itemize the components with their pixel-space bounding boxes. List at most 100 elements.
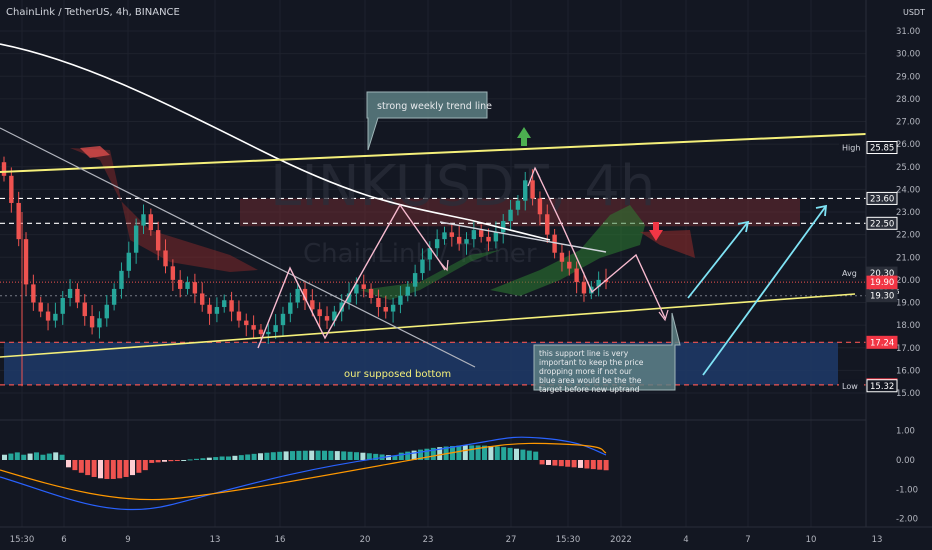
histogram-bar: [347, 451, 353, 460]
path-projection-2: [534, 167, 666, 319]
histogram-bar: [578, 460, 583, 468]
candle: [170, 259, 176, 291]
cloud-red-1: [70, 148, 258, 272]
candle: [266, 323, 271, 344]
time-tick: 15:30: [556, 535, 581, 545]
histogram-bar: [494, 446, 500, 460]
candle: [185, 276, 190, 295]
candle: [471, 220, 477, 248]
time-tick: 9: [125, 535, 130, 545]
histogram-bar: [392, 455, 398, 460]
candle: [552, 228, 557, 259]
currency-button[interactable]: USDT: [897, 2, 925, 18]
time-tick: 16: [275, 535, 286, 545]
candle: [155, 221, 161, 261]
candle: [295, 283, 300, 309]
price-tick: 22.00: [896, 231, 920, 241]
histogram-bar: [334, 451, 340, 460]
support-note-line: target before new uptrand: [539, 385, 640, 394]
price-tick: 15.00: [896, 389, 920, 399]
histogram-bar: [14, 452, 20, 460]
histogram-bar: [309, 450, 315, 460]
time-tick: 15:30: [10, 535, 35, 545]
candle: [361, 274, 366, 298]
histogram-bar: [91, 460, 97, 477]
oscillator-pane: [0, 436, 609, 511]
trendline-callout-text: strong weekly trend line: [377, 101, 492, 112]
indicator-tick: 0.00: [896, 456, 915, 466]
histogram-bar: [258, 453, 263, 460]
bottom-zone: [4, 342, 838, 385]
histogram-bar: [53, 452, 59, 460]
histogram-bar: [558, 460, 564, 467]
candle: [545, 204, 550, 243]
candle: [45, 303, 51, 331]
candle: [229, 291, 234, 322]
histogram-bar: [462, 445, 468, 460]
histogram-bar: [130, 460, 135, 476]
price-tick: 29.00: [896, 72, 920, 82]
histogram-bar: [200, 458, 206, 460]
histogram-bar: [475, 445, 481, 460]
candle: [207, 297, 212, 325]
histogram-bar: [373, 453, 379, 460]
histogram-bar: [219, 456, 225, 460]
price-tick: 28.00: [896, 95, 920, 105]
trend-drawings[interactable]: strong weekly trend line our supposed bot…: [0, 43, 867, 394]
histogram-bar: [328, 450, 334, 460]
candle: [97, 311, 102, 339]
time-tick: 13: [872, 535, 883, 545]
price-tick: 23.00: [896, 208, 920, 218]
uptrend-arrowhead-2: [815, 204, 828, 217]
support-note-line: dropping more if not our: [539, 367, 633, 376]
candle: [390, 297, 396, 323]
support-note-line: important to keep the price: [539, 358, 644, 367]
histogram-bar: [8, 453, 14, 460]
candle: [508, 200, 513, 230]
histogram-bar: [270, 452, 276, 460]
candle: [141, 204, 146, 234]
histogram-bar: [40, 454, 46, 460]
red-down-arrow-icon: [649, 222, 663, 241]
histogram-bar: [501, 447, 507, 460]
histogram-bar: [85, 460, 91, 476]
price-tick: 16.00: [896, 366, 920, 376]
candle: [567, 250, 572, 276]
svg-text:23.60: 23.60: [870, 194, 894, 204]
histogram-bar: [46, 453, 52, 460]
candle: [67, 279, 73, 307]
candle: [420, 248, 425, 281]
green-up-arrow-icon: [517, 127, 531, 146]
candle: [177, 270, 183, 298]
histogram-bar: [136, 460, 142, 473]
candle: [288, 292, 293, 323]
histogram-bar: [162, 460, 167, 462]
histogram-bar: [565, 460, 571, 467]
time-tick: 6: [61, 535, 66, 545]
candle: [405, 281, 410, 302]
histogram-bar: [341, 451, 347, 460]
candle: [412, 264, 418, 297]
time-tick: 20: [360, 535, 371, 545]
histogram-bar: [123, 460, 129, 477]
bottom-zone-label: our supposed bottom: [344, 369, 451, 380]
trendline-callout[interactable]: strong weekly trend line: [366, 91, 492, 151]
histogram-bar: [539, 460, 545, 465]
mid-trend-line: [439, 221, 607, 253]
candle: [559, 244, 565, 272]
level-17-24: 17.24: [866, 335, 898, 349]
svg-text:20.30: 20.30: [870, 269, 894, 279]
histogram-bar: [584, 460, 590, 469]
price-tick: 17.00: [896, 344, 920, 354]
symbol-title[interactable]: ChainLink / TetherUS, 4h, BINANCE: [6, 7, 180, 18]
support-note-line: this support line is very: [539, 349, 629, 358]
histogram-bar: [117, 460, 123, 479]
histogram-bar: [456, 445, 462, 460]
falling-trend-line: [0, 127, 476, 368]
candle: [464, 232, 469, 255]
candle: [31, 274, 36, 311]
candle: [317, 302, 322, 328]
